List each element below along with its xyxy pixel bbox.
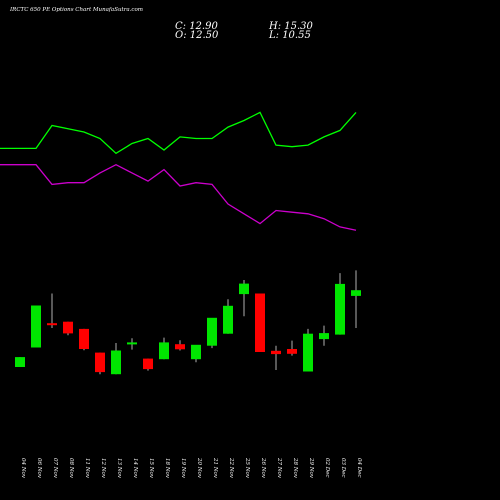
candle-body — [319, 333, 329, 340]
candle — [207, 317, 217, 349]
x-tick-label: 04 Dec — [356, 458, 362, 478]
candle-body — [47, 323, 57, 326]
high-value: H: 15.30 — [269, 21, 313, 32]
x-tick-label: 19 Nov — [180, 458, 186, 479]
candle — [287, 340, 297, 356]
candles — [15, 270, 361, 375]
x-tick-label: 20 Nov — [196, 457, 202, 479]
candle — [175, 340, 185, 351]
x-tick-label: 15 Nov — [148, 458, 154, 479]
candle — [191, 344, 201, 363]
candle-body — [239, 283, 249, 295]
x-tick-label: 07 Nov — [52, 458, 58, 479]
x-tick-label: 14 Nov — [132, 458, 138, 479]
candle-body — [159, 342, 169, 360]
x-tick-label: 27 Nov — [276, 457, 282, 479]
x-tick-label: 03 Dec — [340, 458, 346, 478]
x-tick-label: 08 Nov — [68, 458, 74, 479]
candle — [335, 273, 345, 335]
candle-body — [31, 305, 41, 348]
candle-body — [127, 342, 137, 345]
x-tick-label: 04 Nov — [20, 458, 26, 479]
open-value: O: 12.50 — [175, 30, 219, 41]
x-tick-label: 06 Nov — [36, 458, 42, 479]
candle-body — [95, 352, 105, 373]
low-value: L: 10.55 — [269, 30, 311, 41]
x-tick-label: 21 Nov — [212, 457, 218, 479]
candle — [351, 270, 361, 328]
candle — [47, 293, 57, 328]
candle — [319, 325, 329, 346]
candle-body — [111, 350, 121, 375]
candle — [303, 328, 313, 372]
chart-title: IRCTC 650 PE Options Chart MunafaSutra.c… — [10, 7, 143, 13]
x-tick-label: 11 Nov — [84, 458, 90, 479]
x-tick-label: 02 Dec — [324, 458, 330, 478]
candle-body — [351, 290, 361, 296]
x-tick-label: 28 Nov — [292, 457, 298, 479]
candle — [111, 343, 121, 375]
candle-body — [15, 357, 25, 367]
x-tick-label: 25 Nov — [244, 457, 250, 479]
close-value: C: 12.90 — [175, 21, 218, 32]
indicator-line-1 — [0, 111, 357, 155]
candle — [15, 357, 25, 367]
x-tick-label: 26 Nov — [260, 457, 266, 479]
candle — [271, 345, 281, 370]
candle-body — [143, 358, 153, 370]
candle-body — [63, 321, 73, 334]
indicator-line-2 — [0, 163, 357, 231]
x-tick-label: 29 Nov — [308, 457, 314, 479]
candle — [95, 352, 105, 375]
candle — [31, 305, 41, 348]
candle-body — [303, 333, 313, 372]
candle — [223, 299, 233, 334]
candle — [239, 280, 249, 317]
candle-body — [207, 317, 217, 346]
candle — [127, 338, 137, 350]
x-tick-label: 12 Nov — [100, 458, 106, 479]
candle-body — [335, 283, 345, 335]
candle — [143, 358, 153, 371]
x-tick-label: 18 Nov — [164, 458, 170, 479]
candle-body — [287, 349, 297, 354]
x-tick-label: 13 Nov — [116, 458, 122, 479]
indicator-lines — [0, 111, 357, 231]
candle-body — [175, 344, 185, 350]
candle — [79, 328, 89, 351]
candle-body — [271, 350, 281, 355]
candle — [255, 293, 265, 352]
candle — [159, 337, 169, 360]
candle-body — [255, 293, 265, 352]
x-tick-label: 22 Nov — [228, 457, 234, 479]
candle-body — [191, 344, 201, 360]
candle — [63, 321, 73, 336]
candle-body — [223, 305, 233, 334]
x-axis: 04 Nov 06 Nov 07 Nov 08 Nov 11 Nov 12 Nov 13 N… — [20, 457, 362, 479]
candle-body — [79, 328, 89, 349]
